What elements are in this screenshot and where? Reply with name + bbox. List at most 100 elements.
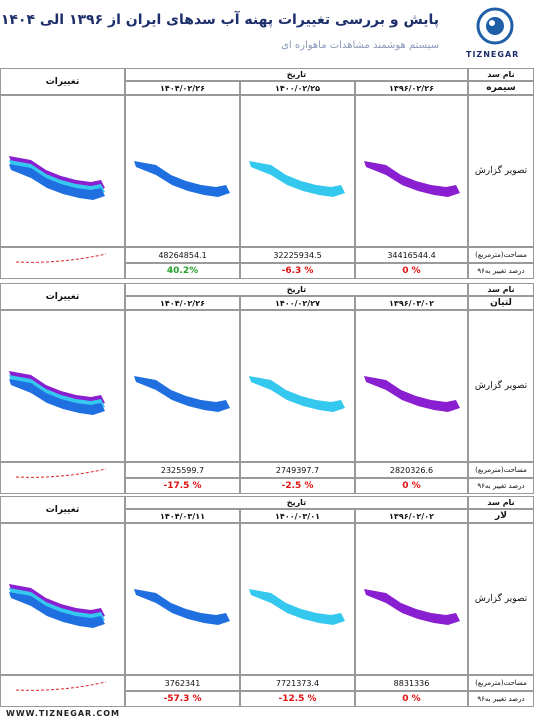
trend-line xyxy=(15,681,107,691)
title: پایش و بررسی تغییرات پهنه آب سدهای ایران… xyxy=(0,12,439,28)
percent-value: 0 % xyxy=(355,478,468,494)
date: ۱۴۰۴/۰۳/۱۱ xyxy=(125,509,240,523)
image-label: تصویر گزارش xyxy=(468,310,534,462)
percent-label: درصد تغییر به۹۶ xyxy=(468,691,534,707)
area-value: 34416544.4 xyxy=(355,247,468,263)
area-value: 2820326.6 xyxy=(355,462,468,478)
trend-line xyxy=(15,253,107,263)
percent-value: -17.5 % xyxy=(125,478,240,494)
date: ۱۳۹۶/۰۲/۰۲ xyxy=(355,509,468,523)
changes-image xyxy=(0,523,125,675)
water-mask xyxy=(249,589,345,625)
report-image xyxy=(125,95,240,247)
date-label: تاریخ xyxy=(125,68,468,81)
name-label: نام سد xyxy=(468,283,534,296)
water-mask xyxy=(9,592,105,628)
area-value: 2325599.7 xyxy=(125,462,240,478)
satellite-image xyxy=(249,589,345,625)
water-mask xyxy=(9,588,105,624)
trend-chart xyxy=(15,468,107,478)
dam-name: لتیان xyxy=(468,296,534,310)
area-label: مساحت(مترمربع) xyxy=(468,462,534,478)
percent-value: -6.3 % xyxy=(240,263,355,279)
date-label: تاریخ xyxy=(125,496,468,509)
area-value: 8831336 xyxy=(355,675,468,691)
percent-value: -57.3 % xyxy=(125,691,240,707)
percent-value: -12.5 % xyxy=(240,691,355,707)
date: ۱۴۰۴/۰۲/۲۶ xyxy=(125,296,240,310)
water-mask xyxy=(134,376,230,412)
report-image xyxy=(240,523,355,675)
changes-image xyxy=(0,310,125,462)
water-mask xyxy=(134,161,230,197)
changes-overlay xyxy=(9,156,105,200)
changes-overlay xyxy=(9,371,105,415)
trend-chart xyxy=(15,253,107,263)
percent-value: -2.5 % xyxy=(240,478,355,494)
water-mask xyxy=(249,376,345,412)
satellite-image xyxy=(364,376,460,412)
logo-icon xyxy=(476,7,514,45)
trend-chart xyxy=(15,681,107,691)
trend-line xyxy=(15,468,107,478)
satellite-image xyxy=(249,161,345,197)
water-mask xyxy=(9,164,105,200)
changes-label: تغییرات xyxy=(0,496,125,523)
percent-value: 0 % xyxy=(355,263,468,279)
water-mask xyxy=(364,161,460,197)
water-mask xyxy=(9,371,105,407)
report-image xyxy=(125,523,240,675)
water-mask xyxy=(9,584,105,620)
footer: WWW.TIZNEGAR.COM xyxy=(6,709,120,718)
date: ۱۴۰۴/۰۲/۲۶ xyxy=(125,81,240,95)
report-image xyxy=(240,310,355,462)
area-value: 2749397.7 xyxy=(240,462,355,478)
report-image xyxy=(355,310,468,462)
water-mask xyxy=(9,156,105,192)
water-mask xyxy=(9,375,105,411)
water-mask xyxy=(134,589,230,625)
water-mask xyxy=(364,376,460,412)
report-image xyxy=(355,95,468,247)
percent-label: درصد تغییر به۹۶ xyxy=(468,263,534,279)
date: ۱۴۰۰/۰۲/۲۵ xyxy=(240,81,355,95)
satellite-image xyxy=(249,376,345,412)
name-label: نام سد xyxy=(468,68,534,81)
subtitle: سیستم هوشمند مشاهدات ماهواره ای xyxy=(281,40,439,51)
satellite-image xyxy=(134,589,230,625)
image-label: تصویر گزارش xyxy=(468,523,534,675)
changes-label: تغییرات xyxy=(0,68,125,95)
date: ۱۴۰۰/۰۲/۲۷ xyxy=(240,296,355,310)
changes-image xyxy=(0,95,125,247)
area-label: مساحت(مترمربع) xyxy=(468,675,534,691)
satellite-image xyxy=(134,161,230,197)
logo-text: TIZNEGAR xyxy=(466,50,520,59)
dam-name: سیمره xyxy=(468,81,534,95)
date: ۱۳۹۶/۰۳/۰۲ xyxy=(355,296,468,310)
name-label: نام سد xyxy=(468,496,534,509)
trend-cell xyxy=(0,675,125,707)
trend-cell xyxy=(0,462,125,494)
percent-value: 0 % xyxy=(355,691,468,707)
report-image xyxy=(355,523,468,675)
date-label: تاریخ xyxy=(125,283,468,296)
percent-label: درصد تغییر به۹۶ xyxy=(468,478,534,494)
area-value: 32225934.5 xyxy=(240,247,355,263)
date: ۱۴۰۰/۰۳/۰۱ xyxy=(240,509,355,523)
water-mask xyxy=(9,379,105,415)
report-image xyxy=(125,310,240,462)
dam-name: لار xyxy=(468,509,534,523)
satellite-image xyxy=(364,161,460,197)
satellite-image xyxy=(364,589,460,625)
water-mask xyxy=(9,160,105,196)
percent-value: 40.2% xyxy=(125,263,240,279)
trend-cell xyxy=(0,247,125,279)
area-label: مساحت(مترمربع) xyxy=(468,247,534,263)
satellite-image xyxy=(134,376,230,412)
changes-label: تغییرات xyxy=(0,283,125,310)
report-image xyxy=(240,95,355,247)
area-value: 3762341 xyxy=(125,675,240,691)
date: ۱۳۹۶/۰۲/۲۶ xyxy=(355,81,468,95)
image-label: تصویر گزارش xyxy=(468,95,534,247)
